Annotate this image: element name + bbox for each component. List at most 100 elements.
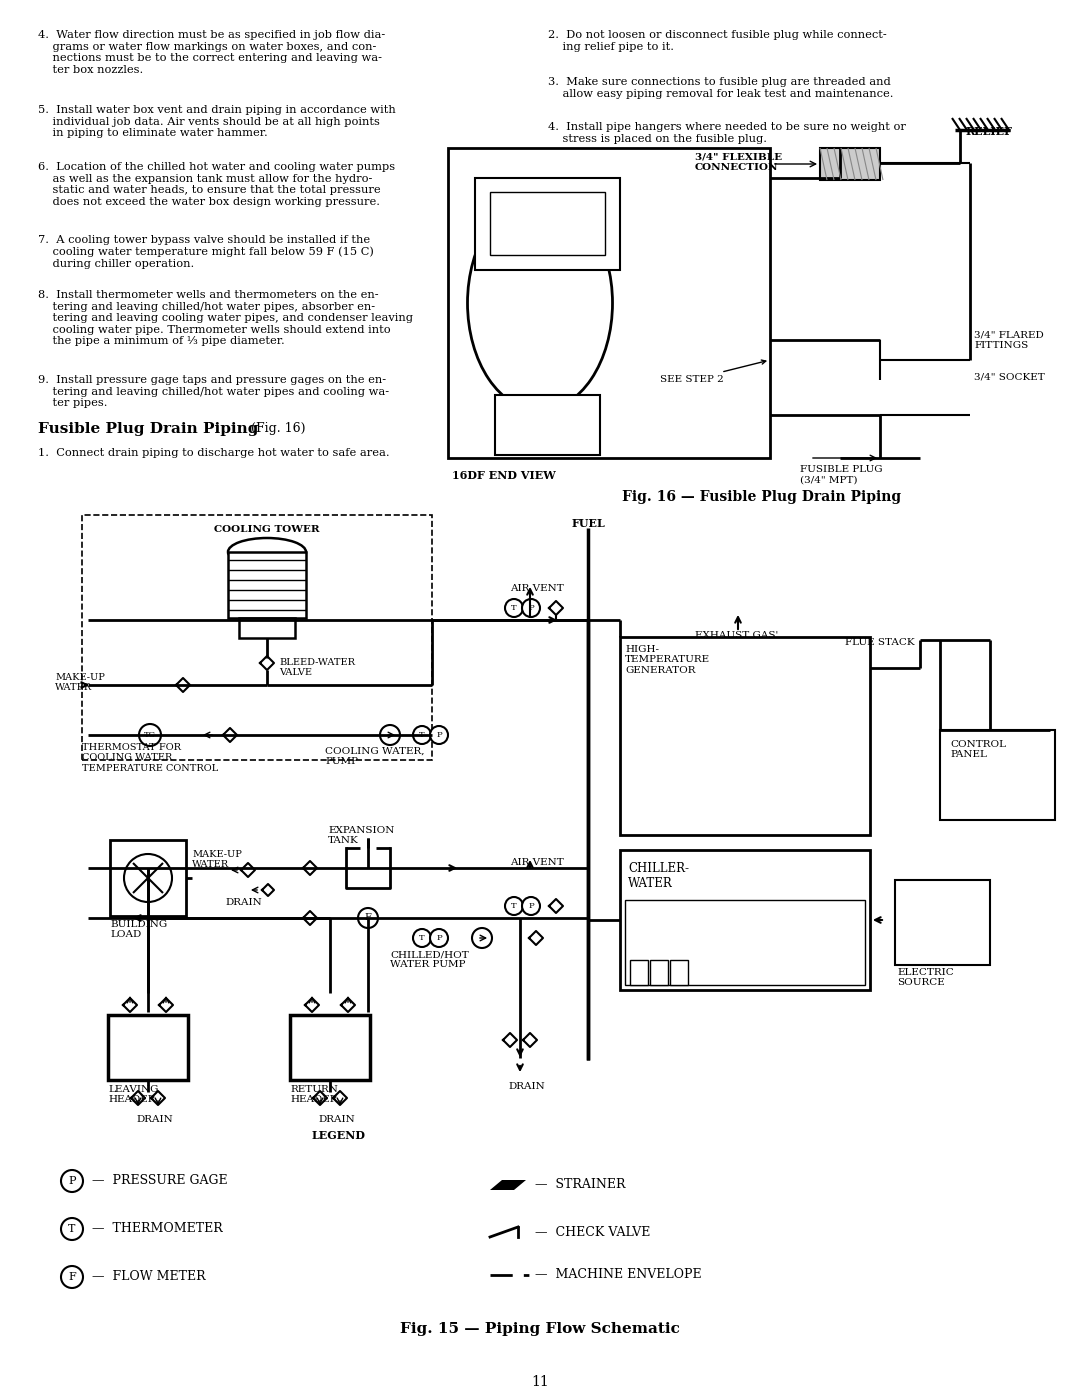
Text: P: P — [528, 604, 534, 612]
Text: T: T — [419, 731, 424, 739]
Bar — [228, 552, 306, 617]
Text: BUILDING
LOAD: BUILDING LOAD — [110, 921, 167, 939]
Text: RETURN
HEADER: RETURN HEADER — [291, 1085, 338, 1105]
Bar — [620, 849, 870, 990]
Text: RELIEF: RELIEF — [966, 126, 1013, 137]
Text: COOLING WATER,
PUMP: COOLING WATER, PUMP — [325, 747, 424, 767]
Text: 4.  Water flow direction must be as specified in job flow dia-
    grams or wate: 4. Water flow direction must be as speci… — [38, 29, 386, 75]
Circle shape — [60, 1266, 83, 1288]
Text: EXHAUST GAS': EXHAUST GAS' — [696, 631, 779, 640]
Bar — [895, 880, 990, 965]
Text: CHILLER-
WATER: CHILLER- WATER — [627, 862, 689, 890]
Polygon shape — [490, 1180, 526, 1190]
Text: P: P — [528, 902, 534, 909]
Bar — [108, 1016, 188, 1080]
Bar — [291, 1016, 370, 1080]
Bar — [475, 177, 620, 270]
Text: LEGEND: LEGEND — [312, 1130, 366, 1141]
Text: CONNECTION: CONNECTION — [696, 163, 779, 172]
Text: 1.  Connect drain piping to discharge hot water to safe area.: 1. Connect drain piping to discharge hot… — [38, 448, 390, 458]
Circle shape — [357, 908, 378, 928]
Circle shape — [124, 854, 172, 902]
Text: THERMOSTAT FOR
COOLING WATER
TEMPERATURE CONTROL: THERMOSTAT FOR COOLING WATER TEMPERATURE… — [82, 743, 218, 773]
Bar — [110, 840, 186, 916]
Text: —  STRAINER: — STRAINER — [535, 1178, 625, 1190]
Ellipse shape — [228, 538, 306, 566]
Circle shape — [413, 726, 431, 745]
Circle shape — [60, 1218, 83, 1241]
Bar — [820, 148, 880, 180]
Text: 7.  A cooling tower bypass valve should be installed if the
    cooling water te: 7. A cooling tower bypass valve should b… — [38, 235, 374, 268]
Text: EXPANSION
TANK: EXPANSION TANK — [328, 826, 394, 845]
Text: T: T — [511, 902, 517, 909]
Bar — [625, 900, 865, 985]
Text: MAKE-UP
WATER: MAKE-UP WATER — [55, 673, 105, 693]
Circle shape — [380, 725, 400, 745]
Text: P: P — [68, 1176, 76, 1186]
Bar — [650, 960, 669, 985]
Text: 6.  Location of the chilled hot water and cooling water pumps
    as well as the: 6. Location of the chilled hot water and… — [38, 162, 395, 207]
Text: LEAVING
HEADER: LEAVING HEADER — [108, 1085, 159, 1105]
Text: COOLING TOWER: COOLING TOWER — [214, 525, 320, 534]
Circle shape — [60, 1171, 83, 1192]
Text: 11: 11 — [531, 1375, 549, 1389]
Text: BLEED-WATER
VALVE: BLEED-WATER VALVE — [279, 658, 355, 678]
Text: 9.  Install pressure gage taps and pressure gages on the en-
    tering and leav: 9. Install pressure gage taps and pressu… — [38, 374, 389, 408]
Text: T: T — [419, 935, 424, 942]
Text: FLUE STACK: FLUE STACK — [845, 638, 915, 647]
Text: CHILLED/HOT
WATER PUMP: CHILLED/HOT WATER PUMP — [390, 950, 469, 970]
Text: 3/4" SOCKET: 3/4" SOCKET — [974, 372, 1044, 381]
Text: AIR VENT: AIR VENT — [510, 858, 564, 868]
Bar — [82, 515, 432, 760]
Text: ELECTRIC
SOURCE: ELECTRIC SOURCE — [897, 968, 954, 988]
Text: —  FLOW METER: — FLOW METER — [92, 1270, 205, 1284]
Text: 3/4" FLARED: 3/4" FLARED — [974, 330, 1043, 339]
Circle shape — [139, 724, 161, 746]
Text: FUSIBLE PLUG: FUSIBLE PLUG — [800, 465, 882, 474]
Text: F: F — [68, 1273, 76, 1282]
Text: F: F — [365, 914, 372, 922]
Text: TC: TC — [144, 731, 156, 739]
Text: 8.  Install thermometer wells and thermometers on the en-
    tering and leaving: 8. Install thermometer wells and thermom… — [38, 291, 413, 346]
Text: FITTINGS: FITTINGS — [974, 341, 1028, 351]
Text: T: T — [68, 1224, 76, 1234]
Text: DRAIN: DRAIN — [225, 898, 261, 907]
Circle shape — [430, 929, 448, 947]
Bar — [670, 960, 688, 985]
Bar — [620, 637, 870, 835]
Text: CONTROL
PANEL: CONTROL PANEL — [950, 740, 1005, 760]
Text: DRAIN: DRAIN — [136, 1115, 173, 1125]
Ellipse shape — [468, 196, 612, 411]
Bar — [495, 395, 600, 455]
Text: Fig. 16 — Fusible Plug Drain Piping: Fig. 16 — Fusible Plug Drain Piping — [622, 490, 902, 504]
Text: DRAIN: DRAIN — [508, 1083, 544, 1091]
Text: (Fig. 16): (Fig. 16) — [243, 422, 306, 434]
Text: FUEL: FUEL — [571, 518, 605, 529]
Text: DRAIN: DRAIN — [318, 1115, 354, 1125]
Text: —  PRESSURE GAGE: — PRESSURE GAGE — [92, 1175, 228, 1187]
Text: HIGH-
TEMPERATURE
GENERATOR: HIGH- TEMPERATURE GENERATOR — [625, 645, 711, 675]
Bar — [239, 617, 295, 638]
Bar — [448, 148, 770, 458]
Text: —  THERMOMETER: — THERMOMETER — [92, 1222, 222, 1235]
Text: —  CHECK VALVE: — CHECK VALVE — [535, 1225, 650, 1239]
Circle shape — [505, 897, 523, 915]
Text: T: T — [511, 604, 517, 612]
Text: Fig. 15 — Piping Flow Schematic: Fig. 15 — Piping Flow Schematic — [400, 1322, 680, 1336]
Circle shape — [505, 599, 523, 617]
Text: 16DF END VIEW: 16DF END VIEW — [453, 469, 556, 481]
Text: 2.  Do not loosen or disconnect fusible plug while connect-
    ing relief pipe : 2. Do not loosen or disconnect fusible p… — [548, 29, 887, 52]
Bar — [490, 191, 605, 256]
Text: 3/4" FLEXIBLE: 3/4" FLEXIBLE — [696, 152, 782, 161]
Circle shape — [522, 897, 540, 915]
Text: P: P — [436, 935, 442, 942]
Circle shape — [430, 726, 448, 745]
Circle shape — [413, 929, 431, 947]
Text: —  MACHINE ENVELOPE: — MACHINE ENVELOPE — [535, 1268, 702, 1281]
Bar — [940, 731, 1055, 820]
Circle shape — [522, 599, 540, 617]
Text: (3/4" MPT): (3/4" MPT) — [800, 476, 858, 485]
Text: MAKE-UP
WATER: MAKE-UP WATER — [192, 849, 242, 869]
Text: AIR VENT: AIR VENT — [510, 584, 564, 592]
Text: SEE STEP 2: SEE STEP 2 — [660, 360, 766, 384]
